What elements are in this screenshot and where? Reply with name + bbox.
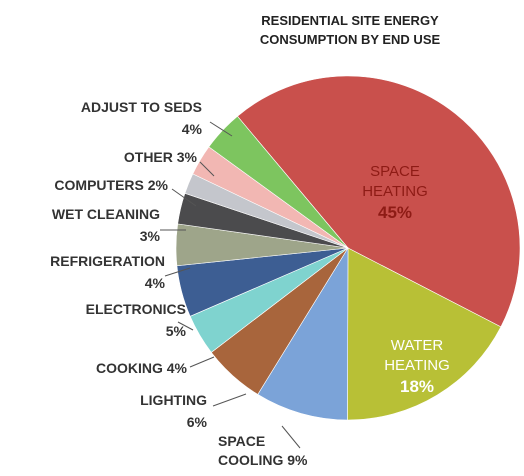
chart-title: RESIDENTIAL SITE ENERGY CONSUMPTION BY E… (260, 13, 441, 47)
leader-line-refrigeration (164, 267, 191, 277)
leader-lines (160, 121, 301, 449)
leader-line-adjust-to-seds (209, 121, 233, 137)
slice-label-electronics: ELECTRONICS 5% (86, 301, 187, 339)
slice-label-line: 6% (187, 414, 208, 430)
pie-slice-space-cooling (257, 246, 349, 421)
slice-label-water-heating: WATER HEATING 18% (384, 337, 450, 396)
slice-label-lighting: LIGHTING 6% (140, 392, 207, 430)
slice-label-computers: COMPUTERS 2% (54, 177, 168, 193)
pie-slices (175, 75, 521, 421)
slice-label-cooking: COOKING 4% (96, 360, 188, 376)
slice-label-line: LIGHTING (140, 392, 207, 408)
pie-slice-space-heating (237, 75, 521, 328)
slice-label-adjust-to-seds: ADJUST TO SEDS 4% (81, 99, 203, 137)
slice-label-wet-cleaning: WET CLEANING 3% (52, 206, 161, 244)
leader-line-electronics (177, 321, 194, 331)
chart-title-line-2: CONSUMPTION BY END USE (260, 32, 441, 47)
slice-label-line: SPACE (370, 163, 420, 180)
leader-line-computers (171, 188, 197, 207)
slice-labels: SPACE HEATING 45% WATER HEATING 18% SPACE COOLI… (50, 99, 450, 468)
slice-label-line: 3% (140, 228, 161, 244)
slice-label-space-cooling: SPACE COOLING 9% (218, 433, 308, 468)
slice-percent: 18% (400, 377, 434, 396)
slice-label-other: OTHER 3% (124, 149, 198, 165)
slice-label-line: HEATING (384, 357, 450, 374)
pie-slice-water-heating (347, 247, 502, 421)
leader-line-cooking (189, 356, 215, 368)
pie-slice-adjust-to-seds (208, 115, 349, 249)
leader-line-lighting (212, 393, 247, 407)
slice-label-line: WET CLEANING (52, 206, 160, 222)
slice-label-line: COOLING 9% (218, 452, 308, 468)
slice-label-line: SPACE (218, 433, 265, 449)
slice-label-line: ELECTRONICS (86, 301, 186, 317)
slice-label-line: 4% (145, 275, 166, 291)
chart-title-line-1: RESIDENTIAL SITE ENERGY (261, 13, 439, 28)
slice-label-line: WATER (391, 337, 444, 354)
slice-label-line: REFRIGERATION (50, 253, 165, 269)
slice-percent: 45% (378, 203, 412, 222)
slice-label-line: COMPUTERS 2% (54, 177, 168, 193)
slice-label-space-heating: SPACE HEATING 45% (362, 163, 428, 222)
slice-label-line: COOKING 4% (96, 360, 188, 376)
slice-label-line: HEATING (362, 183, 428, 200)
slice-label-line: 5% (166, 323, 187, 339)
slice-label-line: ADJUST TO SEDS (81, 99, 202, 115)
leader-line-other (199, 161, 215, 177)
leader-line-space-cooling (281, 425, 301, 449)
slice-label-refrigeration: REFRIGERATION 4% (50, 253, 165, 291)
slice-label-line: 4% (182, 121, 203, 137)
slice-label-line: OTHER 3% (124, 149, 198, 165)
